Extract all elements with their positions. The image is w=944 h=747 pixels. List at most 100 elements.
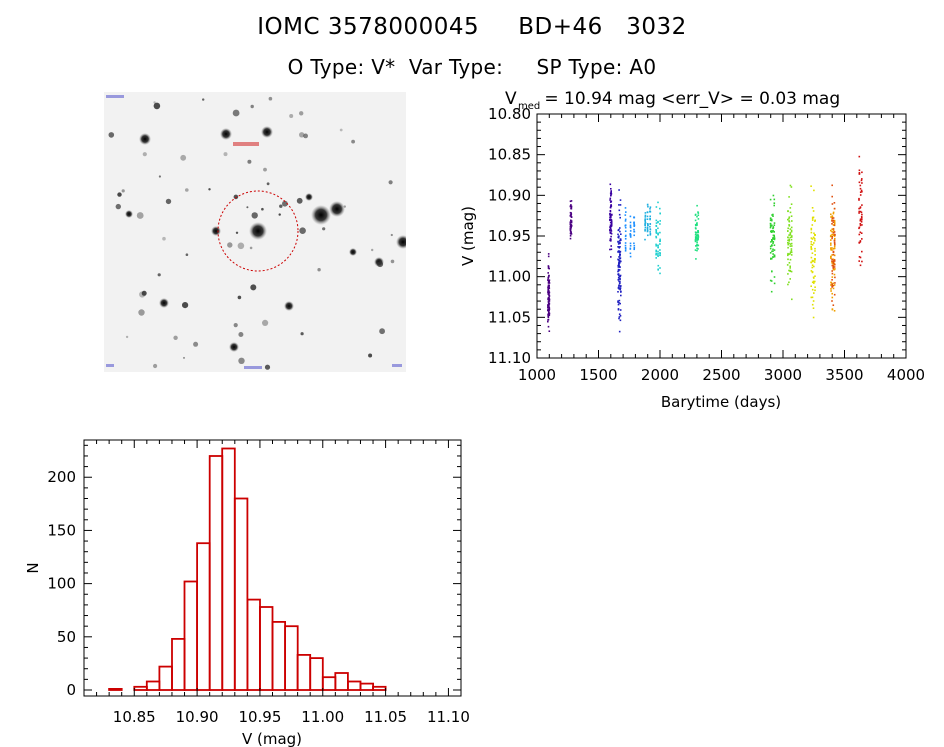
data-point (610, 224, 613, 227)
data-point (633, 222, 635, 224)
data-point (834, 276, 836, 279)
histogram-bar (183, 580, 199, 691)
data-point (813, 242, 815, 244)
data-point (772, 256, 774, 258)
data-point (771, 240, 773, 242)
data-point (858, 260, 860, 262)
data-point (833, 202, 836, 204)
data-point (811, 303, 814, 306)
data-point (624, 246, 627, 249)
data-point (618, 204, 620, 206)
data-point (618, 256, 620, 258)
data-point (646, 211, 649, 213)
data-point (773, 276, 776, 278)
data-point (548, 300, 551, 302)
data-point (548, 305, 550, 307)
data-point (814, 234, 816, 236)
data-point (547, 293, 550, 295)
data-point (610, 238, 612, 241)
data-point (696, 204, 698, 207)
data-point (860, 221, 863, 223)
data-point (773, 231, 775, 233)
data-point (624, 242, 627, 244)
data-point (570, 205, 572, 207)
data-point (832, 224, 835, 226)
light-curve-y-ticks: 10.80 10.85 10.90 10.95 11.00 11.05 11.10 (488, 105, 906, 367)
data-point (617, 269, 620, 272)
data-point (789, 265, 791, 268)
data-point (629, 235, 632, 237)
data-point (629, 247, 632, 250)
data-point (619, 285, 622, 288)
data-point (695, 224, 697, 227)
data-point (609, 227, 612, 230)
data-point (547, 313, 550, 316)
data-point (629, 252, 632, 255)
data-point (619, 260, 622, 262)
data-point (832, 234, 835, 236)
star (238, 332, 244, 337)
star (173, 335, 178, 340)
data-point (610, 224, 613, 226)
data-point (609, 215, 612, 218)
data-point (618, 330, 621, 333)
data-point (697, 211, 699, 213)
data-point (548, 291, 550, 294)
data-point (832, 248, 835, 250)
data-point (624, 250, 627, 252)
data-point (696, 237, 698, 240)
data-point (811, 238, 814, 240)
data-point (649, 228, 652, 231)
data-point (619, 241, 621, 244)
star (227, 242, 233, 248)
data-point (547, 315, 549, 318)
data-point (694, 213, 697, 216)
data-point (814, 219, 816, 222)
data-point (787, 227, 789, 230)
histogram-bar (271, 621, 287, 691)
data-point (858, 207, 860, 210)
data-point (831, 308, 834, 310)
data-point (814, 289, 816, 292)
star (153, 102, 161, 110)
data-point (649, 211, 652, 213)
data-point (570, 207, 573, 210)
data-point (790, 229, 793, 232)
star (250, 104, 254, 109)
data-point (547, 291, 549, 293)
data-point (644, 230, 646, 232)
data-point (547, 279, 549, 281)
data-point (633, 216, 635, 218)
data-point (619, 253, 621, 256)
o-type-value: V* (371, 55, 396, 79)
data-point (787, 252, 789, 255)
data-point (647, 205, 649, 208)
data-point (633, 248, 635, 251)
data-point (695, 227, 697, 230)
data-point (859, 210, 862, 213)
data-point (811, 219, 814, 221)
data-point (570, 223, 572, 226)
data-point (771, 270, 773, 273)
data-point (697, 212, 700, 214)
data-point (861, 178, 863, 180)
data-point (547, 276, 550, 279)
data-point (547, 312, 550, 315)
y-tick-label: 0 (66, 681, 76, 699)
data-point (834, 268, 836, 270)
data-point (832, 264, 835, 266)
data-point (788, 225, 791, 227)
data-point (618, 282, 621, 285)
data-point (832, 231, 835, 234)
data-point (659, 243, 661, 245)
data-point (697, 248, 699, 250)
data-point (618, 265, 621, 268)
data-point (617, 308, 620, 310)
data-point (629, 221, 632, 224)
data-point (810, 270, 813, 272)
star (229, 342, 239, 352)
data-point (769, 217, 772, 220)
data-point (787, 236, 789, 239)
data-point (790, 236, 793, 238)
x-tick-label: 2500 (702, 366, 740, 384)
